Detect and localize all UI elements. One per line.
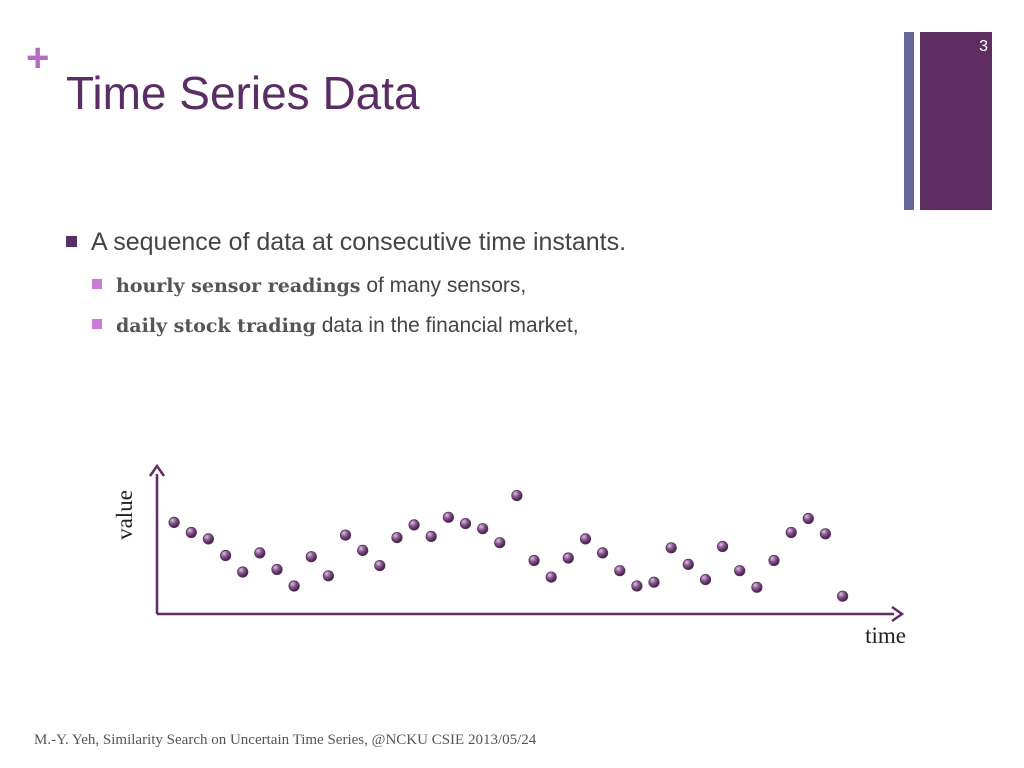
data-point [785, 526, 797, 539]
data-point [237, 566, 249, 578]
data-point [459, 517, 472, 530]
x-axis-arrow-icon [891, 605, 905, 623]
plus-icon: + [26, 36, 50, 80]
data-point [511, 489, 523, 502]
data-point [596, 547, 609, 559]
data-point [682, 558, 694, 571]
chart-axes [148, 463, 905, 623]
bullet-main: A sequence of data at consecutive time i… [66, 228, 626, 257]
data-point [168, 516, 180, 529]
data-point [477, 523, 489, 535]
bullet-sub-1-bold: hourly sensor readings [116, 275, 361, 297]
data-point [494, 537, 506, 549]
data-point [425, 530, 437, 543]
data-point [271, 563, 283, 576]
x-axis-label: time [865, 623, 906, 648]
y-axis-arrow-icon [148, 463, 166, 477]
slide-number: 3 [979, 38, 988, 55]
data-point [339, 529, 352, 541]
data-point [408, 519, 420, 531]
footer-citation: M.-Y. Yeh, Similarity Search on Uncertai… [34, 732, 537, 748]
y-axis-label: value [112, 490, 137, 540]
data-point [699, 573, 712, 586]
bullet-sub-1: hourly sensor readings of many sensors, [92, 274, 526, 298]
bullet-sub-1-rest: of many sensors, [360, 274, 527, 297]
data-point [374, 559, 386, 572]
data-point [528, 554, 540, 567]
data-point [391, 531, 403, 544]
bullet-sub-2: daily stock trading data in the financia… [92, 314, 579, 338]
data-point [562, 552, 574, 564]
data-point [751, 581, 763, 593]
data-point [716, 540, 729, 553]
data-point [648, 576, 660, 588]
decorative-bar-thin [904, 32, 914, 210]
data-point [836, 590, 849, 602]
data-point [802, 512, 814, 525]
data-point [254, 547, 266, 559]
bullet-sub-2-bold: daily stock trading [116, 315, 316, 337]
decorative-bar-thick [920, 32, 992, 210]
data-point [768, 554, 780, 567]
data-point [305, 551, 317, 563]
data-point [202, 533, 214, 545]
data-point [220, 549, 232, 562]
data-point [579, 533, 592, 545]
data-point [665, 542, 677, 554]
bullet-main-text: A sequence of data at consecutive time i… [91, 228, 627, 256]
square-bullet-icon [66, 236, 77, 247]
data-point [819, 528, 832, 540]
square-bullet-icon [92, 319, 102, 329]
data-point [614, 565, 626, 577]
data-point [734, 565, 746, 577]
bullet-sub-2-rest: data in the financial market, [315, 314, 579, 337]
slide-title: Time Series Data [66, 67, 420, 119]
data-point [288, 580, 300, 592]
data-point [185, 526, 197, 539]
data-point [442, 511, 454, 523]
data-points [168, 489, 849, 602]
data-point [357, 544, 369, 557]
square-bullet-icon [92, 279, 102, 289]
data-point [545, 571, 557, 583]
data-point [631, 580, 643, 592]
data-point [322, 570, 334, 582]
